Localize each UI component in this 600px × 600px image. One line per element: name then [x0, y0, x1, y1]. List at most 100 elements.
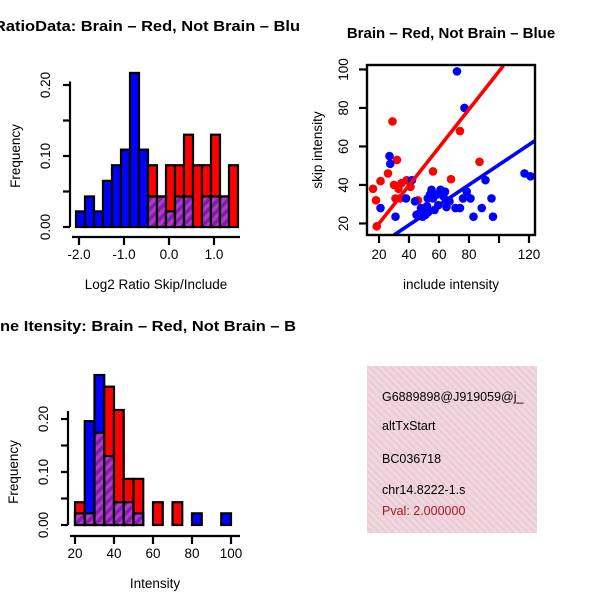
blue-point: [385, 151, 394, 161]
panel-hist-gene-intensity: ne Itensity: Brain – Red, Not Brain – B 0…: [0, 300, 300, 600]
scatter-intensity-chart: Brain – Red, Not Brain – Blue 20 40 60 80 120…: [310, 25, 555, 292]
histogram-bars-group: [73, 373, 233, 527]
x-tick-label: 120: [518, 247, 541, 262]
y-tick-label: 0.10: [36, 459, 51, 485]
blue-point: [466, 194, 475, 203]
x-tick-label: 60: [145, 546, 160, 561]
panel-scatter-intensity: Brain – Red, Not Brain – Blue 20 40 60 80 120…: [300, 0, 600, 300]
info-line-gene-id: G6889898@J919059@j_: [382, 390, 524, 404]
panel-hist-log2-ratio: RatioData: Brain – Red, Not Brain – Blu 0…: [0, 0, 300, 300]
red-point: [376, 176, 385, 186]
y-tick-label: 0.20: [36, 406, 51, 432]
overlap-bar: [200, 195, 213, 229]
red_fit-line: [373, 65, 505, 231]
blue-point: [477, 203, 487, 213]
blue-bar: [190, 512, 203, 527]
x-axis-title: include intensity: [403, 277, 499, 292]
y-tick-label: 60: [336, 139, 351, 154]
x-tick-label: 40: [106, 546, 121, 561]
not_brain_blue-points-group: [376, 67, 535, 222]
x-tick-label: 0.0: [160, 247, 179, 262]
y-tick-label: 80: [336, 100, 351, 115]
blue-point: [455, 203, 465, 213]
overlap-bar: [155, 195, 168, 229]
panel-info: G6889898@J919059@j_ altTxStart BC036718 …: [300, 300, 600, 600]
blue-point: [385, 159, 395, 169]
overlap-bar: [218, 195, 231, 229]
overlap-bar: [182, 195, 195, 229]
fit-lines-group: [373, 65, 535, 235]
blue-point: [458, 194, 468, 203]
red-point: [392, 155, 402, 165]
blue-point: [469, 212, 478, 222]
y-tick-label: 100: [336, 58, 351, 81]
y-tick-label: 0.20: [38, 72, 53, 98]
info-line-alt-tx: altTxStart: [382, 419, 436, 433]
red-bar: [191, 164, 204, 229]
blue-point: [376, 203, 385, 213]
blue-bar: [83, 420, 96, 527]
red-point: [455, 126, 465, 136]
x-tick-label: 20: [67, 546, 82, 561]
info-line-accession: BC036718: [382, 452, 442, 466]
red-point: [388, 117, 397, 126]
blue-point: [487, 194, 496, 203]
x-tick-label: 60: [431, 247, 446, 262]
overlap-bar: [122, 501, 135, 527]
red-point: [428, 167, 438, 176]
info-box: G6889898@J919059@j_ altTxStart BC036718 …: [367, 366, 537, 533]
hist-gene-intensity-chart: ne Itensity: Brain – Red, Not Brain – B 0…: [0, 318, 296, 591]
y-axis-title: skip intensity: [310, 111, 325, 189]
overlap-bar: [103, 455, 116, 527]
x-axis-title: Intensity: [130, 576, 181, 591]
blue-bar: [119, 148, 132, 229]
chart-title: ne Itensity: Brain – Red, Not Brain – B: [0, 318, 296, 335]
blue-point: [391, 212, 400, 222]
red-bar: [227, 164, 240, 229]
blue-bar: [83, 195, 96, 229]
info-line-chr: chr14.8222-1.s: [382, 483, 466, 497]
chart-title: RatioData: Brain – Red, Not Brain – Blu: [0, 18, 300, 35]
blue_fit-line: [392, 139, 535, 235]
y-tick-label: 20: [336, 216, 351, 231]
y-tick-label: 0.10: [38, 143, 53, 169]
blue-point: [488, 212, 498, 222]
histogram-bars-group: [74, 71, 240, 229]
blue-point: [401, 194, 411, 203]
x-tick-label: 80: [461, 247, 476, 262]
overlap-bar: [173, 195, 186, 229]
x-tick-label: 1.0: [205, 247, 224, 262]
overlap-bar: [164, 210, 177, 229]
overlap-bar: [83, 512, 96, 527]
blue-bar: [110, 164, 123, 229]
x-tick-label: 100: [220, 546, 243, 561]
overlap-bar: [112, 501, 125, 527]
overlap-bar: [132, 512, 145, 527]
blue-point: [452, 67, 462, 76]
y-axis-title: Frequency: [6, 440, 21, 504]
y-tick-label: 40: [336, 177, 351, 192]
plot-box: [365, 63, 537, 237]
blue-bar: [74, 210, 87, 229]
y-axis-title: Frequency: [8, 124, 23, 188]
blue-bar: [101, 179, 114, 229]
blue-bar: [137, 148, 150, 229]
x-tick-label: -2.0: [67, 247, 90, 262]
red-point: [383, 169, 393, 178]
red-bar: [171, 501, 184, 527]
blue-point: [526, 171, 535, 181]
x-axis-title: Log2 Ratio Skip/Include: [85, 277, 228, 292]
overlap-bar: [209, 195, 222, 229]
red-point: [368, 184, 378, 194]
red-point: [475, 157, 484, 167]
pval-text: Pval: 2.000000: [382, 504, 466, 518]
hist-log2-ratio-chart: RatioData: Brain – Red, Not Brain – Blu 0…: [0, 18, 300, 292]
y-tick-label: 0.00: [36, 512, 51, 538]
red-point: [371, 196, 381, 205]
x-tick-label: -1.0: [112, 247, 135, 262]
chart-title: Brain – Red, Not Brain – Blue: [347, 25, 555, 42]
blue-bar: [128, 71, 141, 229]
blue-point: [410, 197, 420, 206]
blue-point: [440, 187, 450, 196]
